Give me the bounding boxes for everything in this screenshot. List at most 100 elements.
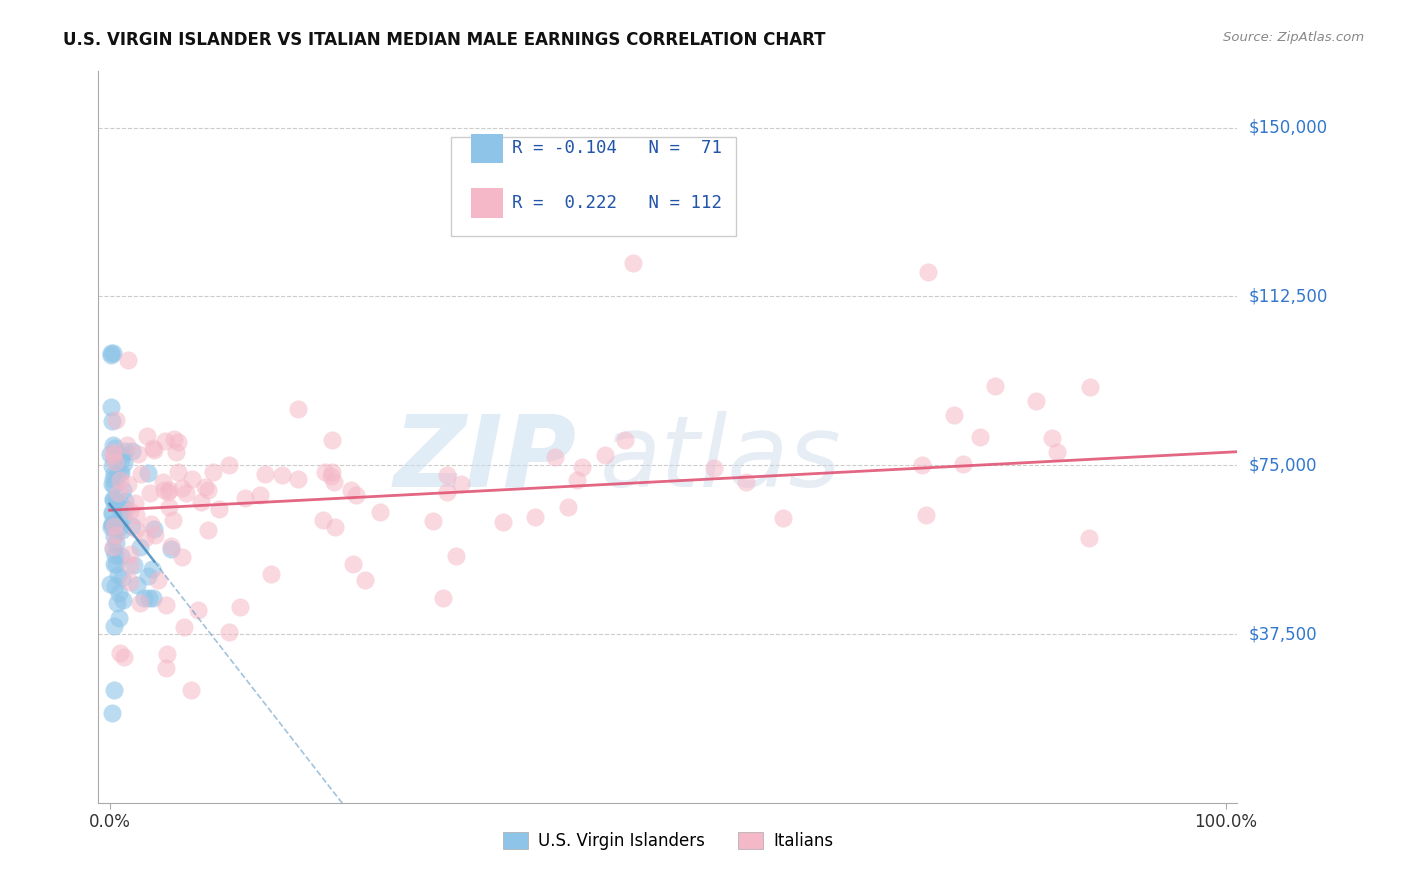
Point — [173, 620, 195, 634]
Point — [101, 505, 124, 519]
Point — [105, 536, 128, 550]
Text: $150,000: $150,000 — [1249, 119, 1327, 136]
Point — [111, 448, 134, 462]
Point — [103, 519, 125, 533]
Text: $75,000: $75,000 — [1249, 456, 1317, 475]
Point — [1078, 532, 1101, 546]
Point — [194, 480, 217, 494]
Text: R =  0.222   N = 112: R = 0.222 N = 112 — [512, 194, 721, 212]
Point — [157, 500, 180, 514]
Point — [101, 493, 124, 508]
Point — [142, 591, 165, 605]
Point — [121, 519, 143, 533]
Point — [143, 528, 166, 542]
Point — [422, 514, 444, 528]
Point — [142, 441, 165, 455]
Point — [104, 494, 127, 508]
Point — [969, 430, 991, 444]
Point — [170, 481, 193, 495]
Point — [319, 468, 342, 483]
Point — [311, 513, 333, 527]
Point — [287, 472, 309, 486]
Point — [342, 557, 364, 571]
Point — [108, 466, 131, 480]
Point — [162, 514, 184, 528]
Point — [432, 591, 454, 606]
Point — [101, 540, 124, 554]
Point — [101, 414, 124, 428]
Point — [197, 524, 219, 538]
Point — [103, 448, 125, 462]
Point — [772, 511, 794, 525]
Point — [952, 457, 974, 471]
Point — [321, 434, 343, 448]
Point — [703, 461, 725, 475]
Point — [111, 593, 134, 607]
Point — [108, 646, 131, 660]
Point — [117, 477, 139, 491]
Point — [125, 523, 148, 537]
Point — [321, 465, 343, 479]
Point — [112, 457, 135, 471]
Point — [125, 578, 148, 592]
Point — [187, 602, 209, 616]
Point — [110, 465, 132, 479]
Point — [110, 549, 132, 564]
Point — [104, 413, 127, 427]
Point — [160, 539, 183, 553]
Point — [104, 455, 127, 469]
Point — [166, 434, 188, 449]
Point — [436, 485, 458, 500]
Point — [571, 459, 593, 474]
Point — [271, 468, 294, 483]
Point — [142, 442, 165, 457]
Point — [105, 468, 128, 483]
Point — [235, 491, 257, 505]
Point — [110, 473, 132, 487]
Point — [121, 444, 143, 458]
Text: $37,500: $37,500 — [1249, 625, 1317, 643]
Point — [103, 558, 125, 572]
Point — [134, 531, 156, 545]
Point — [110, 505, 132, 519]
Point — [103, 683, 125, 698]
Point — [340, 483, 363, 497]
Point — [112, 510, 135, 524]
Text: atlas: atlas — [599, 410, 841, 508]
Text: Source: ZipAtlas.com: Source: ZipAtlas.com — [1223, 31, 1364, 45]
Point — [114, 501, 136, 516]
Point — [1040, 430, 1063, 444]
FancyBboxPatch shape — [471, 188, 503, 218]
Point — [104, 579, 127, 593]
Point — [915, 508, 938, 523]
Point — [138, 591, 160, 605]
Point — [115, 438, 138, 452]
Point — [368, 505, 391, 519]
Point — [118, 504, 141, 518]
Point — [104, 519, 127, 533]
Point — [131, 467, 153, 482]
Point — [354, 573, 377, 587]
Point — [911, 458, 934, 473]
Point — [136, 429, 159, 443]
Point — [118, 558, 141, 572]
Point — [103, 478, 125, 492]
Point — [104, 528, 127, 542]
Point — [101, 491, 124, 506]
Point — [101, 438, 124, 452]
FancyBboxPatch shape — [471, 134, 503, 163]
Point — [104, 520, 127, 534]
Point — [103, 618, 125, 632]
Point — [139, 516, 162, 531]
Point — [124, 558, 146, 572]
Point — [118, 574, 141, 589]
Point — [108, 610, 131, 624]
Point — [249, 488, 271, 502]
Point — [218, 624, 240, 639]
Point — [107, 486, 129, 500]
Point — [132, 591, 155, 606]
Point — [143, 522, 166, 536]
Point — [100, 520, 122, 534]
Point — [254, 467, 277, 482]
Point — [917, 265, 939, 279]
